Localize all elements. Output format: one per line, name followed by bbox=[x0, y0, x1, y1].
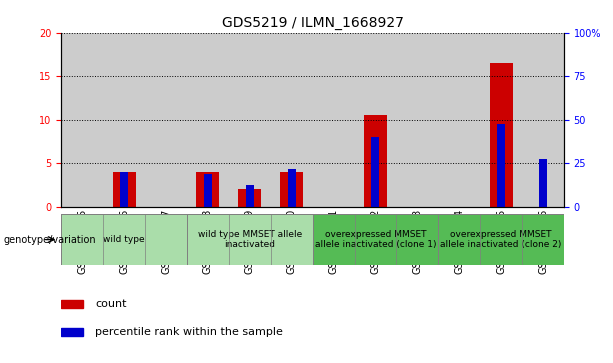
Bar bbox=[313, 33, 354, 207]
Bar bbox=[354, 33, 397, 207]
Bar bbox=[397, 33, 438, 207]
Bar bbox=[280, 172, 303, 207]
Bar bbox=[61, 214, 187, 265]
Text: percentile rank within the sample: percentile rank within the sample bbox=[95, 327, 283, 337]
Bar bbox=[204, 174, 212, 207]
Bar bbox=[480, 33, 522, 207]
Bar bbox=[313, 214, 438, 265]
Bar bbox=[539, 159, 547, 207]
Bar bbox=[196, 172, 219, 207]
Bar bbox=[61, 33, 103, 207]
Bar bbox=[113, 172, 135, 207]
Bar bbox=[120, 172, 128, 207]
Text: wild type MMSET allele
inactivated: wild type MMSET allele inactivated bbox=[197, 230, 302, 249]
Text: wild type: wild type bbox=[104, 235, 145, 244]
Text: count: count bbox=[95, 299, 126, 309]
Bar bbox=[61, 328, 83, 336]
Bar bbox=[490, 63, 512, 207]
Bar bbox=[497, 124, 505, 207]
Bar bbox=[246, 185, 254, 207]
Bar bbox=[187, 214, 313, 265]
Bar bbox=[438, 214, 564, 265]
Bar bbox=[229, 33, 271, 207]
Text: overexpressed MMSET
allele inactivated (clone 1): overexpressed MMSET allele inactivated (… bbox=[314, 230, 436, 249]
Bar bbox=[371, 137, 379, 207]
Bar bbox=[145, 33, 187, 207]
Bar bbox=[271, 33, 313, 207]
Title: GDS5219 / ILMN_1668927: GDS5219 / ILMN_1668927 bbox=[222, 16, 403, 30]
Bar bbox=[61, 300, 83, 308]
Bar bbox=[238, 189, 261, 207]
Bar bbox=[364, 115, 387, 207]
Bar bbox=[522, 33, 564, 207]
Bar bbox=[103, 33, 145, 207]
Bar bbox=[187, 33, 229, 207]
Text: overexpressed MMSET
allele inactivated (clone 2): overexpressed MMSET allele inactivated (… bbox=[440, 230, 562, 249]
Text: genotype/variation: genotype/variation bbox=[3, 234, 96, 245]
Bar bbox=[438, 33, 480, 207]
Bar bbox=[287, 168, 295, 207]
